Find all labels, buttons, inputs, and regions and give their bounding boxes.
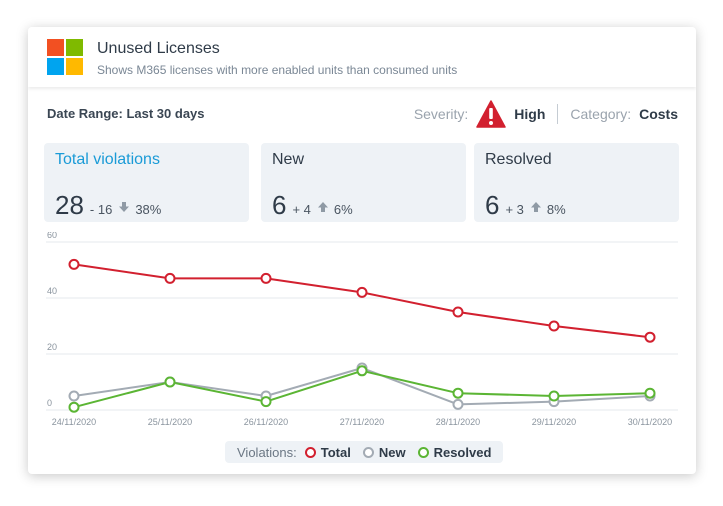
arrow-up-icon [317, 202, 328, 212]
legend-label: Total [320, 444, 351, 460]
card-header: Unused Licenses Shows M365 licenses with… [28, 27, 696, 87]
stat-title: New [272, 151, 305, 168]
legend-item-new[interactable]: New [362, 444, 406, 460]
legend-title: Violations: [237, 444, 297, 460]
chart-legend: Violations: Total New Resolved [225, 441, 504, 463]
legend-marker [304, 446, 316, 458]
x-tick-label: 26/11/2020 [244, 417, 288, 427]
stat-value: 6 [485, 190, 500, 220]
y-tick-label: 60 [47, 232, 57, 240]
severity-value[interactable]: High [514, 106, 546, 122]
warning-triangle-icon [476, 100, 507, 128]
filter-bar: Severity: High Category: Costs [413, 100, 678, 128]
severity-label: Severity: [413, 106, 469, 122]
x-tick-label: 27/11/2020 [340, 417, 384, 427]
y-tick-label: 0 [47, 398, 52, 408]
data-point-resolved [260, 396, 272, 408]
data-point-resolved [548, 390, 560, 402]
unused-licenses-card: Unused Licenses Shows M365 licenses with… [28, 27, 696, 474]
card-title: Unused Licenses [97, 40, 220, 57]
data-point-resolved [452, 387, 464, 399]
data-point-total [356, 286, 368, 298]
y-tick-label: 40 [47, 286, 57, 296]
stat-title: Total violations [55, 151, 160, 168]
arrow-up-icon [530, 202, 541, 212]
data-point-new [68, 390, 80, 402]
data-point-resolved [164, 376, 176, 388]
date-range[interactable]: Date Range: Last 30 days [47, 106, 205, 121]
stat-delta: - 16 [89, 202, 113, 217]
x-tick-label: 24/11/2020 [52, 417, 96, 427]
stat-card-new[interactable]: New 6 + 4 6% [261, 143, 466, 222]
stat-delta: + 3 [505, 202, 524, 217]
arrow-down-icon [119, 202, 130, 212]
legend-label: New [378, 444, 406, 460]
x-tick-label: 25/11/2020 [148, 417, 192, 427]
x-tick-label: 29/11/2020 [532, 417, 576, 427]
y-tick-label: 20 [47, 342, 57, 352]
data-point-resolved [356, 365, 368, 377]
stat-value: 6 [272, 190, 287, 220]
stat-percent: 38% [135, 202, 162, 217]
violations-line-chart: 0 20 40 60 24/11/2020 25/11/2020 26/11/2020 27/… [46, 232, 678, 427]
category-value[interactable]: Costs [639, 106, 678, 122]
stat-card-resolved[interactable]: Resolved 6 + 3 8% [474, 143, 679, 222]
data-point-resolved [644, 387, 656, 399]
data-point-total [68, 258, 80, 270]
x-tick-label: 30/11/2020 [628, 417, 672, 427]
stat-title: Resolved [485, 151, 552, 168]
legend-marker [417, 446, 429, 458]
stat-value: 28 [55, 190, 84, 220]
x-tick-label: 28/11/2020 [436, 417, 480, 427]
stat-percent: 8% [546, 202, 566, 217]
stat-delta: + 4 [292, 202, 311, 217]
data-point-resolved [68, 401, 80, 413]
data-point-total [548, 320, 560, 332]
series-line-total [73, 263, 651, 339]
filter-divider [557, 104, 559, 124]
stat-percent: 6% [333, 202, 353, 217]
legend-label: Resolved [433, 444, 492, 460]
legend-marker [362, 446, 374, 458]
data-point-total [452, 306, 464, 318]
card-subtitle: Shows M365 licenses with more enabled un… [97, 63, 458, 77]
data-point-total [164, 272, 176, 284]
category-label: Category: [570, 106, 632, 122]
stat-card-total[interactable]: Total violations 28 - 16 38% [44, 143, 249, 222]
data-point-total [644, 331, 656, 343]
microsoft-logo-icon [47, 39, 83, 75]
legend-item-resolved[interactable]: Resolved [417, 444, 492, 460]
legend-item-total[interactable]: Total [304, 444, 351, 460]
data-point-total [260, 272, 272, 284]
data-point-new [452, 398, 464, 410]
